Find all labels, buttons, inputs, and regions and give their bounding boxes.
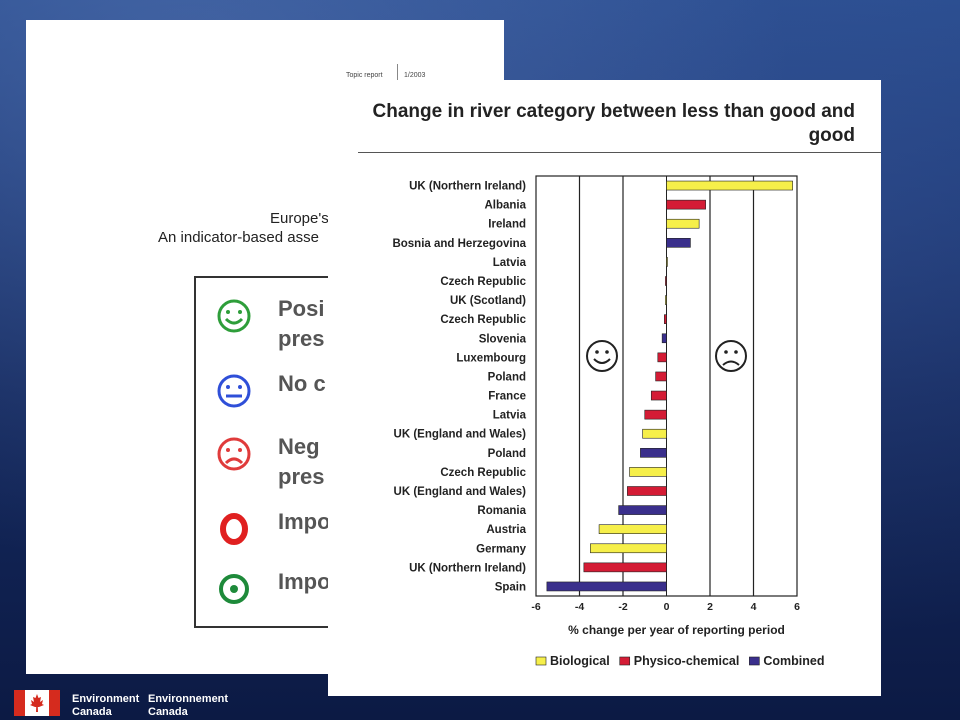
bar [644,409,667,420]
bar [666,257,668,267]
canada-flag-icon [14,690,60,716]
bar [583,562,667,573]
title-rule [358,152,881,153]
category-label: UK (Northern Ireland) [409,562,526,574]
category-label: UK (Northern Ireland) [409,181,526,193]
x-tick-label: 6 [794,601,800,613]
topic-separator [397,64,398,80]
bar [657,352,667,363]
bar [666,180,793,191]
bar [666,238,691,248]
topic-label: Topic report [346,72,383,79]
smiley-happy-icon [217,299,251,333]
chart-title: Change in river category between less th… [372,101,856,146]
x-axis-label: % change per year of reporting period [568,623,785,637]
x-tick-label: 2 [707,601,713,613]
bar [665,276,667,286]
bar-chart: UK (Northern Ireland) Albania Ireland Bosni… [392,175,824,668]
legend-text-negative: Neg pres [278,434,325,489]
bar [664,314,667,324]
smiley-happy-icon-eye [605,350,609,354]
org-name-english: Environment Canada [72,693,140,718]
smiley-sad-icon-eye [734,350,738,354]
topic-date: 1/2003 [404,72,426,79]
x-tick-label: -6 [531,601,540,613]
category-label: Austria [486,524,526,536]
report-heading-line1: Europe's [270,210,329,227]
legend-label: Biological [550,654,610,668]
legend-text-positive: Posi pres [278,296,325,351]
report-heading-line2: An indicator-based asse [158,229,319,246]
category-label: Albania [484,200,526,212]
bar [666,199,706,210]
x-tick-label: 4 [751,601,757,613]
bar [665,295,667,305]
category-label: Latvia [493,410,527,422]
bar [629,467,667,477]
category-label: Spain [495,581,526,593]
category-label: France [488,391,526,403]
bar [642,428,667,439]
legend-label: Physico-chemical [634,654,740,668]
category-label: Slovenia [479,333,527,345]
plot-frame [535,175,798,597]
category-label: UK (Scotland) [450,295,526,307]
chart-document-page: Change in river category between less th… [328,80,881,696]
category-label: UK (England and Wales) [394,486,527,498]
category-label: Ireland [488,219,526,231]
category-label: Czech Republic [440,314,526,326]
legend-swatch [619,656,631,666]
category-label: Luxembourg [456,352,526,364]
legend-swatch [749,656,760,666]
legend-text-ring: Impo [278,509,331,534]
smiley-sad-icon-eye [724,350,728,354]
category-label: Czech Republic [440,467,526,479]
smiley-happy-icon [586,340,618,372]
x-tick-label: -4 [575,601,584,613]
smiley-sad-icon [715,340,747,372]
smiley-happy-icon-mouth [593,358,611,364]
category-label: Bosnia and Herzegovina [392,238,526,250]
legend-swatch [535,656,547,666]
legend-label: Combined [763,654,824,668]
bar [590,543,667,554]
bar [650,390,667,401]
bar [666,218,700,229]
bar [618,505,667,515]
category-label: Czech Republic [440,276,526,288]
category-label: Poland [488,371,526,383]
smiley-sad-icon [217,437,251,471]
smiley-happy-icon-eye [595,350,599,354]
category-label: Germany [476,543,526,555]
ring-red-icon [220,513,248,545]
x-tick-label: 0 [664,601,670,613]
bar [598,524,667,534]
bar [546,581,667,592]
legend-text-neutral: No c [278,371,326,396]
category-label: UK (England and Wales) [394,429,527,441]
smiley-neutral-icon [217,374,251,408]
bar [655,371,667,382]
target-green-icon [219,574,249,604]
category-label: Poland [488,448,526,460]
bar [627,486,667,496]
category-label: Romania [477,505,526,517]
x-tick-label: -2 [618,601,627,613]
bar [640,448,667,458]
legend-text-target: Impo [278,569,331,594]
category-label: Latvia [493,257,527,269]
bar [661,333,667,344]
org-name-french: Environnement Canada [148,693,229,718]
smiley-sad-icon-mouth [722,360,740,366]
